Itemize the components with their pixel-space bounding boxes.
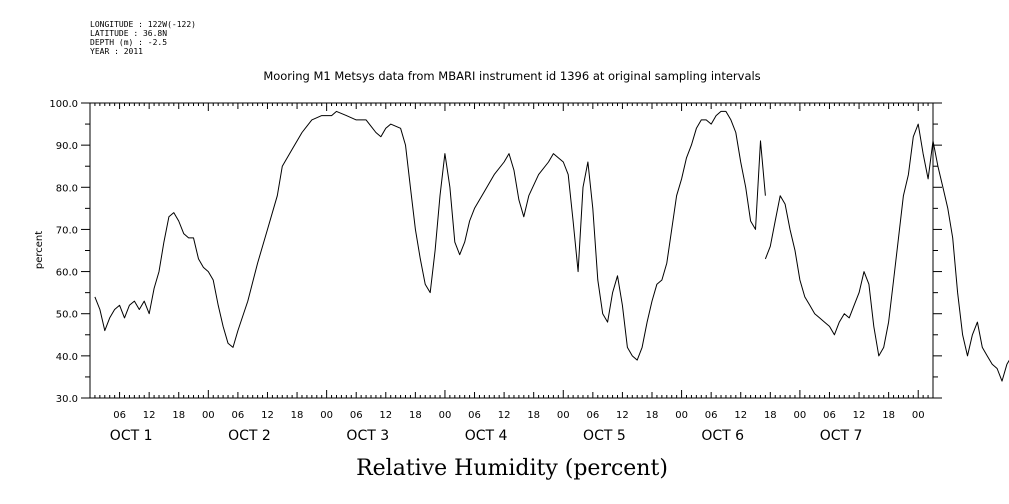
year-label: YEAR : 2011 xyxy=(90,47,143,56)
x-hour-label: 00 xyxy=(557,410,570,421)
x-hour-label: 12 xyxy=(853,410,866,421)
x-day-label: OCT 5 xyxy=(583,428,626,444)
x-hour-label: 18 xyxy=(409,410,422,421)
x-day-label: OCT 2 xyxy=(228,428,271,444)
humidity-series-line xyxy=(764,123,1009,382)
x-hour-label: 18 xyxy=(527,410,540,421)
x-hour-label: 12 xyxy=(498,410,511,421)
y-tick-label: 30.0 xyxy=(56,394,78,405)
x-hour-label: 06 xyxy=(350,410,363,421)
x-hour-label: 00 xyxy=(912,410,925,421)
mooring-metadata: LONGITUDE : 122W(-122) LATITUDE : 36.8N … xyxy=(90,20,196,56)
x-day-label: OCT 7 xyxy=(820,428,863,444)
x-hour-label: 00 xyxy=(320,410,333,421)
x-hour-label: 12 xyxy=(261,410,274,421)
x-hour-label: 00 xyxy=(794,410,807,421)
humidity-series-line xyxy=(94,110,766,361)
x-hour-label: 18 xyxy=(646,410,659,421)
x-day-label: OCT 1 xyxy=(110,428,153,444)
x-day-label: OCT 4 xyxy=(465,428,508,444)
chart-title: Mooring M1 Metsys data from MBARI instru… xyxy=(263,69,760,83)
y-axis: 30.0 40.0 50.0 60.0 70.0 80.0 90.0 100.0 xyxy=(49,99,942,405)
y-tick-label: 50.0 xyxy=(56,310,78,321)
y-tick-label: 90.0 xyxy=(56,141,78,152)
y-tick-label: 40.0 xyxy=(56,352,78,363)
x-hour-label: 18 xyxy=(172,410,185,421)
x-hour-label: 00 xyxy=(439,410,452,421)
x-day-label: OCT 3 xyxy=(346,428,389,444)
x-hour-label: 18 xyxy=(882,410,895,421)
chart-footer-title: Relative Humidity (percent) xyxy=(356,456,668,481)
x-hour-label: 06 xyxy=(468,410,481,421)
x-hour-label: 00 xyxy=(675,410,688,421)
x-hour-label: 12 xyxy=(379,410,392,421)
x-day-label: OCT 6 xyxy=(701,428,744,444)
x-hour-label: 18 xyxy=(764,410,777,421)
y-tick-label: 100.0 xyxy=(49,99,78,110)
x-hour-label: 06 xyxy=(113,410,126,421)
x-axis: 06 12 18 00 06 12 18 00 06 12 18 00 06 12 18 00 06 12 18 00… xyxy=(89,103,934,444)
x-hour-label: 12 xyxy=(616,410,629,421)
plot-frame xyxy=(89,102,934,399)
x-hour-label: 12 xyxy=(734,410,747,421)
x-hour-label: 06 xyxy=(823,410,836,421)
x-hour-label: 06 xyxy=(586,410,599,421)
latitude-label: LATITUDE : 36.8N xyxy=(90,29,168,38)
series-layer xyxy=(94,110,1009,382)
x-hour-label: 06 xyxy=(232,410,245,421)
x-hour-label: 00 xyxy=(202,410,215,421)
depth-label: DEPTH (m) : -2.5 xyxy=(90,38,168,47)
longitude-label: LONGITUDE : 122W(-122) xyxy=(90,20,196,29)
y-tick-label: 80.0 xyxy=(56,183,78,194)
y-axis-label: percent xyxy=(34,231,45,269)
x-hour-label: 12 xyxy=(143,410,156,421)
y-tick-label: 60.0 xyxy=(56,268,78,279)
x-hour-label: 06 xyxy=(705,410,718,421)
y-tick-label: 70.0 xyxy=(56,225,78,236)
x-hour-label: 18 xyxy=(291,410,304,421)
